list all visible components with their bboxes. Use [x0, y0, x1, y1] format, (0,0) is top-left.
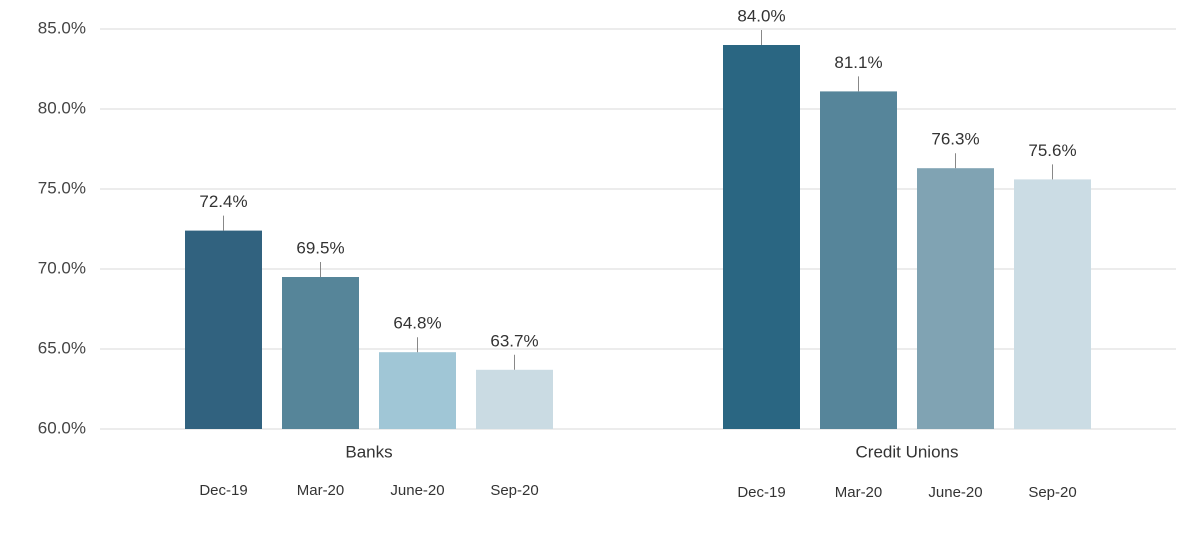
bar — [282, 277, 359, 429]
bar — [820, 91, 897, 430]
bar — [476, 369, 553, 429]
value-label: 72.4% — [199, 192, 247, 211]
y-tick-label: 70.0% — [38, 258, 86, 277]
period-label: June-20 — [928, 484, 982, 501]
value-label: 81.1% — [834, 53, 882, 72]
period-label: Mar-20 — [835, 484, 883, 501]
period-label: June-20 — [390, 482, 444, 499]
y-tick-label: 65.0% — [38, 338, 86, 357]
value-label: 75.6% — [1028, 141, 1076, 160]
y-tick-label: 60.0% — [38, 418, 86, 437]
period-label: Sep-20 — [1028, 484, 1076, 501]
bar — [917, 168, 994, 429]
value-label: 69.5% — [296, 238, 344, 257]
bar — [723, 45, 800, 429]
bar — [1014, 179, 1091, 429]
period-label: Dec-19 — [199, 482, 247, 499]
group-label: Credit Unions — [856, 442, 959, 461]
period-label: Dec-19 — [737, 484, 785, 501]
bar — [379, 352, 456, 429]
period-label: Mar-20 — [297, 482, 345, 499]
period-label: Sep-20 — [490, 482, 538, 499]
value-label: 76.3% — [931, 130, 979, 149]
bar — [185, 230, 262, 429]
y-tick-label: 80.0% — [38, 98, 86, 117]
value-label: 64.8% — [393, 314, 441, 333]
group-label: Banks — [345, 442, 392, 461]
value-label: 84.0% — [737, 6, 785, 25]
y-tick-label: 85.0% — [38, 18, 86, 37]
y-tick-label: 75.0% — [38, 178, 86, 197]
value-label: 63.7% — [490, 331, 538, 350]
